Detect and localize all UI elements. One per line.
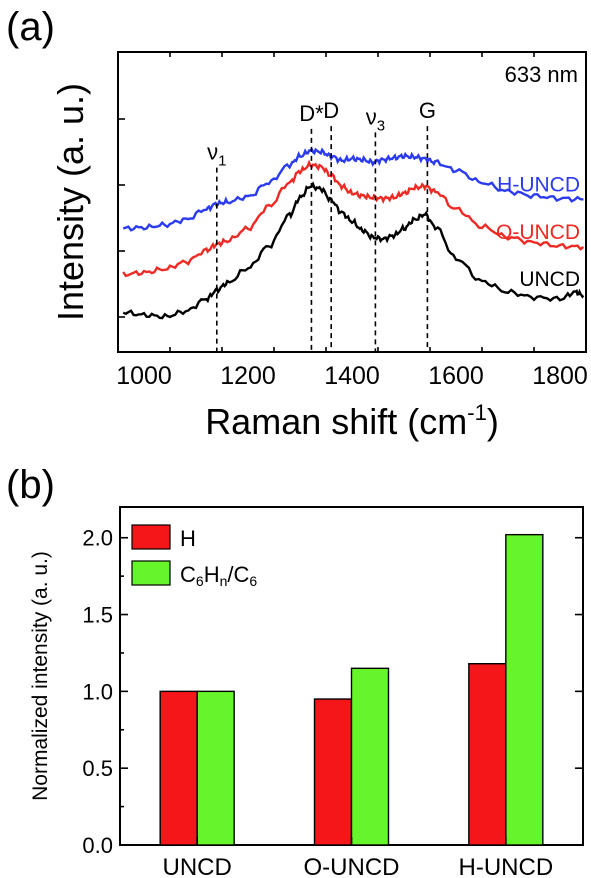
series-label-uncd: UNCD	[519, 268, 580, 291]
bar-h-uncd-h	[468, 663, 507, 846]
marker-label: D*	[299, 101, 324, 126]
bar-o-uncd-h	[313, 698, 353, 846]
bar-h-uncd-c6hn	[505, 533, 544, 846]
legend-swatch-c6hn	[131, 560, 171, 586]
panel-a-xtick-label: 1200	[220, 362, 276, 390]
legend-label-c6hn: C6Hn/C6	[180, 562, 257, 589]
panel-a-label: (a)	[6, 5, 55, 49]
panel-b-ylabel: Normalized intensity (a. u.)	[29, 551, 52, 801]
panel-b-xtick-label: UNCD	[163, 854, 232, 878]
bar-uncd-h	[159, 690, 198, 846]
panel-b-ytick-label: 1.5	[82, 603, 113, 628]
panel-b-xtick-label: H-UNCD	[459, 854, 554, 878]
legend-swatch-h	[131, 524, 171, 550]
series-label-o-uncd: O-UNCD	[496, 221, 580, 244]
marker-label: G	[419, 98, 436, 123]
panel-b-label: (b)	[6, 463, 55, 507]
panel-b-ytick-label: 2.0	[82, 526, 113, 551]
marker-label: ν1	[207, 140, 226, 170]
marker-label: ν3	[366, 104, 385, 134]
panel-a-xlabel: Raman shift (cm-1)	[205, 400, 499, 442]
panel-b-xtick-label: O-UNCD	[304, 854, 400, 878]
panel-a-ylabel: Intensity (a. u.)	[50, 83, 91, 321]
panel-a-xtick-label: 1000	[116, 362, 172, 390]
panel-b-ytick-label: 0.5	[82, 756, 113, 781]
panel-a-xtick-label: 1400	[324, 362, 380, 390]
series-line-h-uncd	[122, 147, 584, 232]
bar-uncd-c6hn	[196, 690, 235, 846]
panel-a-wavelength-label: 633 nm	[505, 62, 578, 87]
series-line-uncd	[122, 181, 585, 320]
panel-a-frame	[117, 51, 587, 353]
panel-b-ytick-label: 1.0	[82, 679, 113, 704]
series-label-h-uncd: H-UNCD	[497, 173, 580, 196]
panel-a-xtick-label: 1600	[428, 362, 484, 390]
series-line-o-uncd	[122, 159, 585, 278]
marker-label: D	[323, 98, 339, 123]
legend-label-h: H	[180, 526, 196, 551]
panel-a-xtick-label: 1800	[532, 362, 588, 390]
panel-b-ytick-label: 0.0	[82, 833, 113, 858]
bar-o-uncd-c6hn	[350, 667, 390, 846]
